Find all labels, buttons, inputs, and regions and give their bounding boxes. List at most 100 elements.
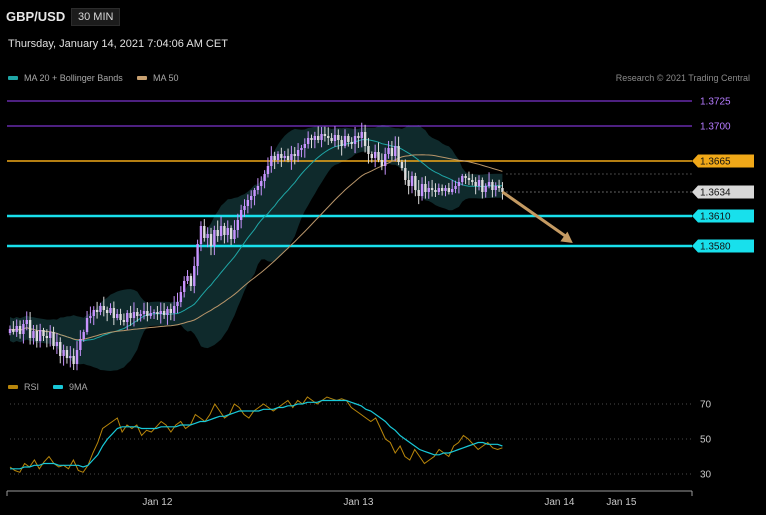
candle-body xyxy=(92,310,95,316)
candle-body xyxy=(253,190,256,196)
candle-body xyxy=(239,210,243,220)
candle-body xyxy=(286,156,290,160)
candle-body xyxy=(323,134,327,136)
price-tag-4 xyxy=(692,209,754,223)
legend-ma50: MA 50 xyxy=(137,73,179,83)
candle-body xyxy=(343,136,347,146)
price-tag-5 xyxy=(692,239,754,253)
x-tick-label-0: Jan 12 xyxy=(142,497,172,508)
candle-body xyxy=(353,136,357,144)
candle-body xyxy=(430,188,434,190)
candle-body xyxy=(256,186,260,190)
candle-body xyxy=(236,220,239,230)
candle-body xyxy=(216,230,219,236)
candle-body xyxy=(206,234,209,238)
candle-body xyxy=(193,266,196,286)
rsi-tick-1: 50 xyxy=(700,435,712,446)
candle-body xyxy=(52,332,55,346)
rsi-tick-0: 30 xyxy=(700,470,712,481)
candle-body xyxy=(410,176,414,186)
candle-body xyxy=(390,148,394,156)
ma50-line xyxy=(9,154,503,341)
candle-body xyxy=(35,331,38,341)
candle-body xyxy=(400,162,404,168)
candle-body xyxy=(102,306,105,310)
candle-body xyxy=(434,190,437,192)
candle-body xyxy=(497,186,501,188)
candle-body xyxy=(119,314,122,320)
price-label-3: 1.3634 xyxy=(700,188,731,199)
candle-body xyxy=(38,330,42,341)
candles xyxy=(8,122,504,371)
candle-body xyxy=(283,156,286,158)
candle-body xyxy=(414,176,417,190)
candle-body xyxy=(199,226,203,244)
candle-body xyxy=(347,136,350,142)
price-label-2: 1.3665 xyxy=(700,157,731,168)
candle-body xyxy=(464,176,467,178)
price-tag-2 xyxy=(692,154,754,168)
candle-body xyxy=(370,154,373,158)
candle-body xyxy=(340,140,343,146)
candle-body xyxy=(229,228,233,239)
candle-body xyxy=(49,332,52,338)
candle-body xyxy=(203,226,206,238)
candle-body xyxy=(280,154,283,158)
candle-body xyxy=(25,320,28,324)
candle-body xyxy=(72,356,75,364)
candle-body xyxy=(467,178,471,180)
candle-body xyxy=(457,182,461,186)
candle-body xyxy=(481,180,484,192)
candle-body xyxy=(444,188,447,191)
candle-body xyxy=(79,339,82,350)
ma20-swatch-icon xyxy=(8,76,18,80)
legend-ma20-label: MA 20 + Bollinger Bands xyxy=(24,73,123,83)
candle-body xyxy=(89,316,92,318)
candle-body xyxy=(260,181,263,186)
candle-body xyxy=(333,135,337,141)
candle-body xyxy=(213,230,216,246)
price-label-4: 1.3610 xyxy=(700,212,731,223)
candle-body xyxy=(105,310,109,313)
timeframe-button[interactable]: 30 MIN xyxy=(71,8,121,26)
legend-rsi: RSI xyxy=(8,382,39,392)
candle-body xyxy=(112,308,116,318)
candle-body xyxy=(196,244,199,266)
candle-body xyxy=(337,135,340,140)
candle-body xyxy=(491,182,494,190)
price-label-5: 1.3580 xyxy=(700,242,731,253)
candle-body xyxy=(32,331,35,338)
candle-body xyxy=(42,330,45,336)
candle-body xyxy=(18,326,22,334)
candle-body xyxy=(139,314,142,316)
candle-body xyxy=(172,306,176,313)
candle-body xyxy=(404,168,407,180)
candle-body xyxy=(377,152,380,160)
candle-body xyxy=(59,342,62,356)
candle-body xyxy=(176,302,179,306)
bollinger-band xyxy=(10,125,503,371)
candle-body xyxy=(162,311,166,315)
forecast-arrow-line xyxy=(501,190,568,239)
legend-rsi-label: RSI xyxy=(24,382,40,392)
candle-body xyxy=(69,356,72,358)
candle-body xyxy=(146,311,149,316)
candle-body xyxy=(122,320,126,322)
candle-body xyxy=(142,311,146,314)
candle-body xyxy=(169,309,172,313)
x-tick-label-2: Jan 14 xyxy=(544,497,574,508)
price-label-0: 1.3725 xyxy=(700,97,731,108)
candle-body xyxy=(384,154,387,166)
candle-body xyxy=(223,226,226,235)
candle-body xyxy=(293,154,296,156)
candle-body xyxy=(246,200,250,206)
candle-body xyxy=(417,190,420,196)
candle-body xyxy=(474,182,477,186)
candle-body xyxy=(471,180,474,182)
candle-body xyxy=(317,136,320,140)
candle-body xyxy=(363,132,367,146)
candle-body xyxy=(8,329,12,333)
candle-body xyxy=(126,313,129,322)
ma20-line xyxy=(9,138,503,342)
